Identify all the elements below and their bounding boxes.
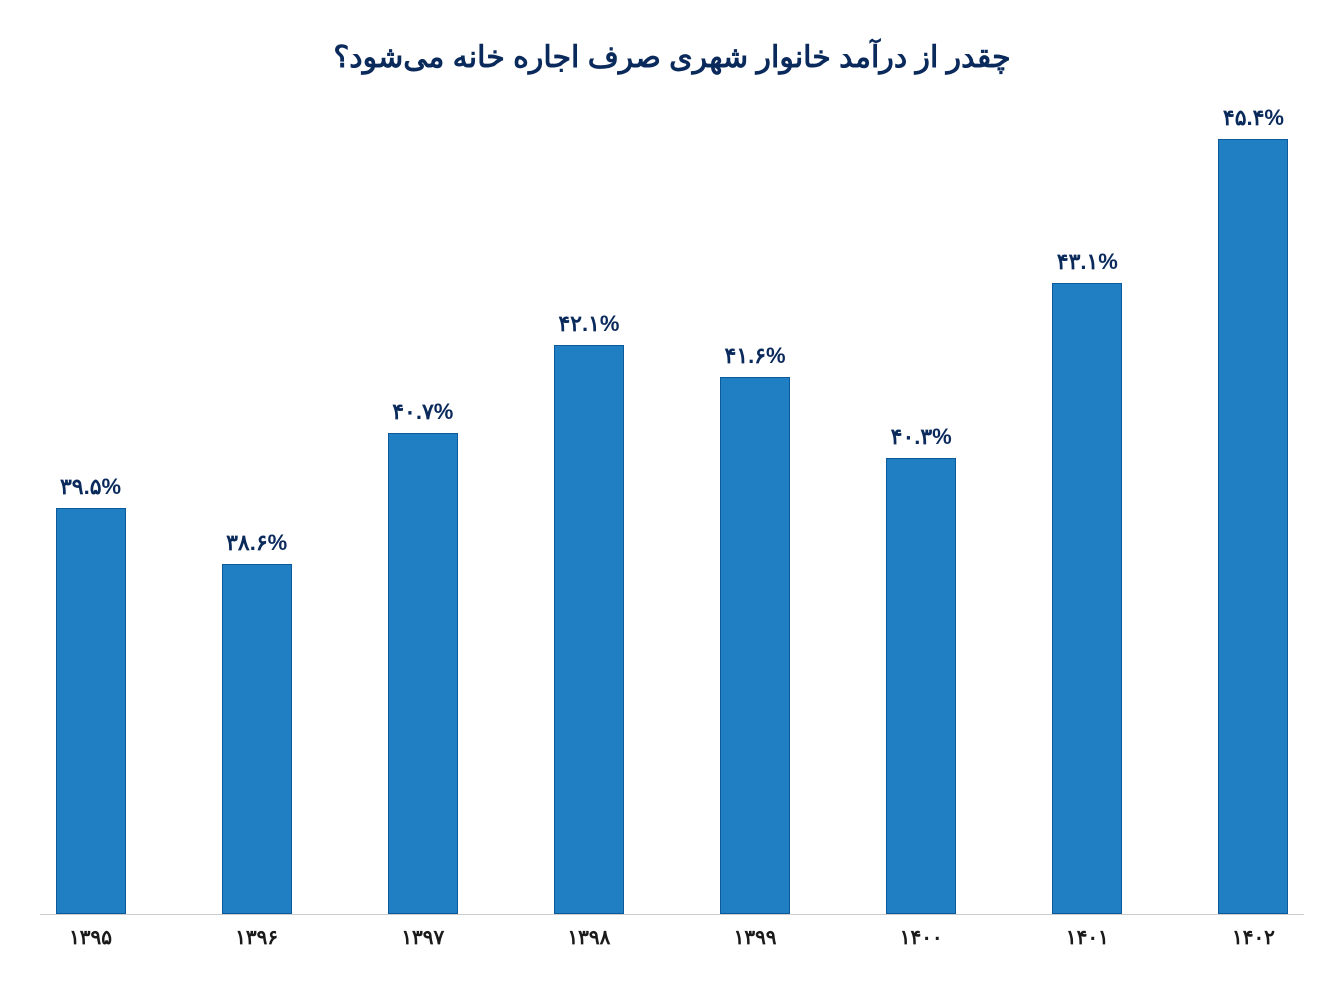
bar-value-label: ۴۱.۶% — [725, 343, 786, 369]
bar-group: ۳۸.۶% — [222, 530, 292, 914]
bar-group: ۳۹.۵% — [56, 474, 126, 914]
x-axis-label: ۱۳۹۸ — [567, 925, 610, 950]
bar — [886, 458, 956, 914]
x-axis-label: ۱۴۰۱ — [1066, 925, 1109, 950]
bar-value-label: ۴۳.۱% — [1057, 249, 1118, 275]
bar-value-label: ۴۲.۱% — [558, 311, 619, 337]
bar-value-label: ۴۵.۴% — [1223, 105, 1284, 131]
bar-group: ۴۲.۱% — [554, 311, 624, 914]
chart-title: چقدر از درآمد خانوار شهری صرف اجاره خانه… — [40, 40, 1304, 75]
bar-group: ۴۰.۷% — [388, 399, 458, 914]
bar — [222, 564, 292, 914]
plot-area: ۳۹.۵%۳۸.۶%۴۰.۷%۴۲.۱%۴۱.۶%۴۰.۳%۴۳.۱%۴۵.۴% — [40, 115, 1304, 915]
bar — [388, 433, 458, 914]
x-axis-label: ۱۴۰۰ — [900, 925, 943, 950]
bar-group: ۴۵.۴% — [1218, 105, 1288, 914]
bar-value-label: ۳۸.۶% — [226, 530, 287, 556]
bar — [554, 345, 624, 914]
x-axis-labels: ۱۳۹۵ ۱۳۹۶ ۱۳۹۷ ۱۳۹۸ ۱۳۹۹ ۱۴۰۰ ۱۴۰۱ ۱۴۰۲ — [40, 925, 1304, 965]
bar — [1218, 139, 1288, 914]
x-axis-label: ۱۳۹۵ — [69, 925, 112, 950]
bar-value-label: ۴۰.۳% — [891, 424, 952, 450]
bar-group: ۴۱.۶% — [720, 343, 790, 915]
bar — [56, 508, 126, 914]
x-axis-label: ۱۳۹۶ — [235, 925, 278, 950]
bar-value-label: ۴۰.۷% — [392, 399, 453, 425]
bar-value-label: ۳۹.۵% — [60, 474, 121, 500]
bar-group: ۴۰.۳% — [886, 424, 956, 914]
x-axis-label: ۱۴۰۲ — [1232, 925, 1275, 950]
bar-group: ۴۳.۱% — [1052, 249, 1122, 914]
bar — [720, 377, 790, 915]
x-axis-label: ۱۳۹۹ — [734, 925, 777, 950]
chart-container: چقدر از درآمد خانوار شهری صرف اجاره خانه… — [0, 0, 1344, 1008]
x-axis-label: ۱۳۹۷ — [401, 925, 444, 950]
bar — [1052, 283, 1122, 914]
